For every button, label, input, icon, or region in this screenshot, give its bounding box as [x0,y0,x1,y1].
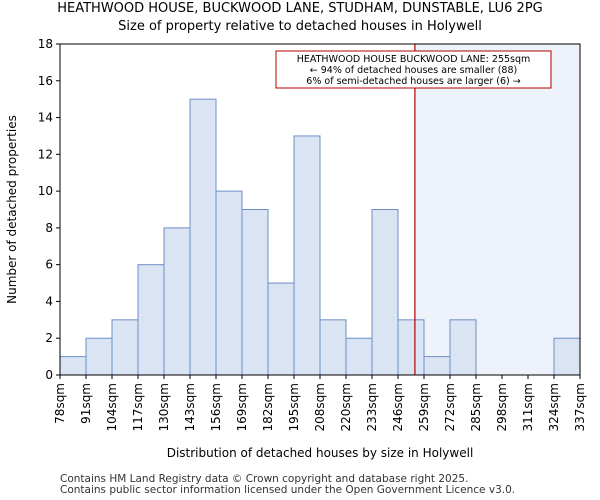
y-tick-label: 12 [38,147,53,161]
bar-143sqm [189,98,217,376]
x-tick-label: 182sqm [261,383,275,431]
annotation-line-2: ← 94% of detached houses are smaller (88… [310,65,517,76]
annotation-line-1: HEATHWOOD HOUSE BUCKWOOD LANE: 255sqm [297,54,531,65]
x-tick-label: 220sqm [339,383,353,431]
highlight-region [414,44,580,375]
y-tick-label: 10 [38,184,53,198]
bar-130sqm [163,227,191,376]
y-tick-label: 18 [38,37,53,51]
x-tick-label: 298sqm [495,383,509,431]
chart-title: HEATHWOOD HOUSE, BUCKWOOD LANE, STUDHAM,… [57,1,543,16]
x-tick-label: 233sqm [365,383,379,431]
x-tick-label: 143sqm [183,383,197,431]
bar-chart: 0 2 4 6 8 10 12 14 16 18 78sqm 91sqm 104sqm 117sqm 13… [5,37,587,460]
x-tick-label: 169sqm [235,383,249,431]
x-axis-label: Distribution of detached houses by size … [167,446,474,460]
x-tick-label: 117sqm [131,383,145,431]
bar-169sqm [241,209,269,376]
y-axis-label: Number of detached properties [5,115,19,304]
bar-117sqm [137,264,165,376]
x-tick-label: 311sqm [521,383,535,431]
bar-91sqm [85,337,113,376]
y-tick-label: 8 [45,221,53,235]
bar-272sqm [449,319,477,376]
bar-182sqm [267,282,295,376]
bar-156sqm [215,190,243,376]
x-tick-label: 246sqm [391,383,405,431]
x-tick-label: 130sqm [157,383,171,431]
bar-233sqm [371,209,399,376]
x-tick-label: 259sqm [417,383,431,431]
bar-324sqm [553,337,581,376]
bar-104sqm [111,319,139,376]
x-tick-label: 208sqm [313,383,327,431]
annotation-line-3: 6% of semi-detached houses are larger (6… [306,76,520,87]
bar-78sqm [59,356,87,376]
x-tick-label: 156sqm [209,383,223,431]
x-tick-label: 272sqm [443,383,457,431]
bar-246sqm [397,319,425,376]
annotation-box [275,50,552,89]
footer-copyright: Contains HM Land Registry data © Crown c… [60,473,469,485]
bar-195sqm [293,135,321,376]
y-tick-label: 6 [45,258,53,272]
x-tick-label: 195sqm [287,383,301,431]
x-tick-label: 104sqm [105,383,119,431]
x-tick-label: 78sqm [53,383,67,424]
x-tick-label: 337sqm [573,383,587,431]
footer-licence: Contains public sector information licen… [60,484,516,496]
bar-208sqm [319,319,347,376]
x-tick-label: 91sqm [79,383,93,424]
y-tick-label: 14 [38,111,53,125]
x-tick-label: 285sqm [469,383,483,431]
y-tick-label: 0 [45,368,53,382]
y-tick-label: 16 [38,74,53,88]
x-tick-label: 324sqm [547,383,561,431]
bar-259sqm [423,356,451,376]
chart-subtitle: Size of property relative to detached ho… [118,19,482,34]
y-tick-label: 2 [45,331,53,345]
bar-220sqm [345,337,373,376]
y-tick-label: 4 [45,294,53,308]
